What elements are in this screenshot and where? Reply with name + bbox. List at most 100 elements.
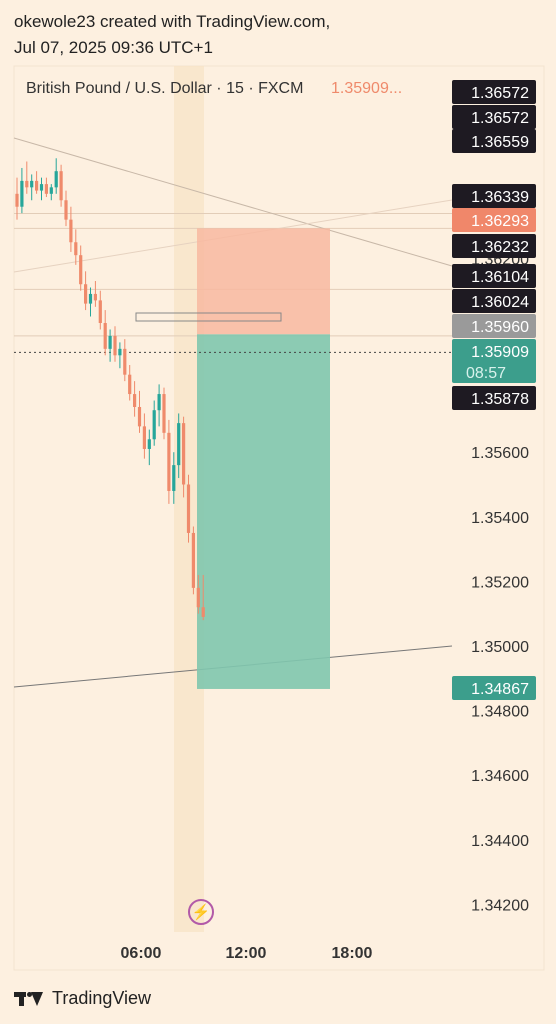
candle-body (84, 284, 88, 304)
candle-body (69, 219, 73, 243)
y-tick-label: 1.35400 (471, 510, 529, 527)
candle (167, 419, 171, 504)
y-tick-label: 1.34400 (471, 833, 529, 850)
price-tag-value: 1.35909 (471, 344, 529, 361)
candle (15, 177, 19, 220)
candle (123, 339, 127, 382)
tradingview-logo-icon (14, 989, 44, 1009)
candle (162, 387, 166, 440)
price-tags: 1.36572 1.36572 1.36559 1.36339 1.36293 1.362… (452, 80, 536, 700)
y-tick-label: 1.34800 (471, 704, 529, 721)
footer-brand: TradingView (52, 988, 152, 1008)
demand-box (135, 312, 282, 322)
y-tick-label: 1.35000 (471, 639, 529, 656)
candle-body (15, 193, 19, 207)
candle-body (103, 323, 107, 349)
candle-body (44, 184, 48, 194)
candle-body (162, 394, 166, 433)
candle (108, 329, 112, 362)
candle (49, 184, 53, 201)
time-axis: 06:00 12:00 18:00 (121, 945, 373, 962)
candle-body (39, 184, 44, 191)
price-chart[interactable]: 1.35600 1.35400 1.35200 1.35000 1.34800 1.346… (0, 0, 556, 975)
candle-body (54, 171, 58, 188)
lightning-icon[interactable]: ⚡ (188, 899, 214, 925)
candle (177, 413, 181, 479)
candle-body (201, 607, 205, 617)
candle-body (79, 255, 83, 285)
candle-body (123, 348, 127, 375)
x-tick-label: 12:00 (226, 945, 267, 962)
price-tag-value: 1.36339 (471, 189, 529, 206)
candle-body (64, 200, 68, 220)
candle (172, 452, 176, 504)
price-tag: 1.34867 (452, 676, 536, 700)
price-tag: 1.36104 (452, 264, 536, 288)
candle (157, 384, 161, 427)
price-tag-value: 1.36572 (471, 110, 529, 127)
trendline-descending (13, 137, 453, 267)
candle (35, 171, 39, 194)
price-tag-value: 1.36024 (471, 294, 529, 311)
candle-body (196, 587, 200, 608)
candle (79, 245, 83, 291)
candle-body (157, 394, 161, 411)
candle (113, 326, 117, 362)
candle-body (167, 432, 171, 491)
price-tag: 1.35909 08:57 (452, 339, 536, 383)
candle-body (128, 374, 132, 395)
candle-body (137, 406, 142, 427)
price-tag-value: 1.36559 (471, 134, 529, 151)
candle-body (93, 293, 97, 301)
price-tag: 1.36572 (452, 105, 536, 129)
candle-body (182, 423, 186, 485)
candle-body (30, 180, 34, 188)
price-tag-value: 1.36572 (471, 85, 529, 102)
y-tick-label: 1.34600 (471, 768, 529, 785)
candle (98, 290, 102, 330)
candle-body (49, 187, 53, 194)
take-profit-zone (197, 334, 330, 689)
price-tag: 1.36339 (452, 184, 536, 208)
legend-price: 1.35909... (331, 80, 402, 97)
price-tag-value: 1.35878 (471, 391, 529, 408)
price-tag-value: 1.36232 (471, 239, 529, 256)
chart-author-line: okewole23 created with TradingView.com, (14, 12, 331, 31)
price-tag-countdown: 08:57 (466, 365, 506, 382)
candle (142, 413, 146, 459)
price-tag: 1.36559 (452, 129, 536, 153)
candle (39, 177, 44, 201)
candle-body (191, 532, 195, 588)
stop-loss-zone (197, 228, 330, 335)
candle (93, 281, 97, 307)
price-tag: 1.36232 (452, 234, 536, 258)
candle (25, 161, 29, 194)
candle (54, 158, 58, 194)
price-tag: 1.35878 (452, 386, 536, 410)
chart-timestamp-line: Jul 07, 2025 09:36 UTC+1 (14, 38, 213, 57)
candle (88, 287, 93, 317)
candle (128, 364, 132, 401)
candle (196, 574, 200, 614)
footer: TradingView (14, 988, 151, 1009)
candle-body (74, 242, 78, 256)
legend-symbol: British Pound / U.S. Dollar · 15 · FXCM (26, 80, 303, 97)
y-tick-label: 1.35200 (471, 574, 529, 591)
candle-body (113, 335, 117, 356)
price-tag: 1.36293 (452, 208, 536, 232)
candle-body (20, 180, 24, 207)
candle (84, 271, 88, 311)
candle (133, 381, 137, 417)
candle-body (152, 410, 156, 440)
candle (59, 164, 63, 207)
candle (137, 390, 142, 433)
candle-body (186, 484, 191, 533)
price-tag-value: 1.36293 (471, 213, 529, 230)
candle (20, 167, 24, 214)
candle (118, 342, 122, 369)
candle (44, 177, 48, 198)
price-tag: 1.36024 (452, 289, 536, 313)
candle (30, 174, 34, 201)
candle-body (88, 293, 93, 304)
candle-body (35, 180, 39, 191)
